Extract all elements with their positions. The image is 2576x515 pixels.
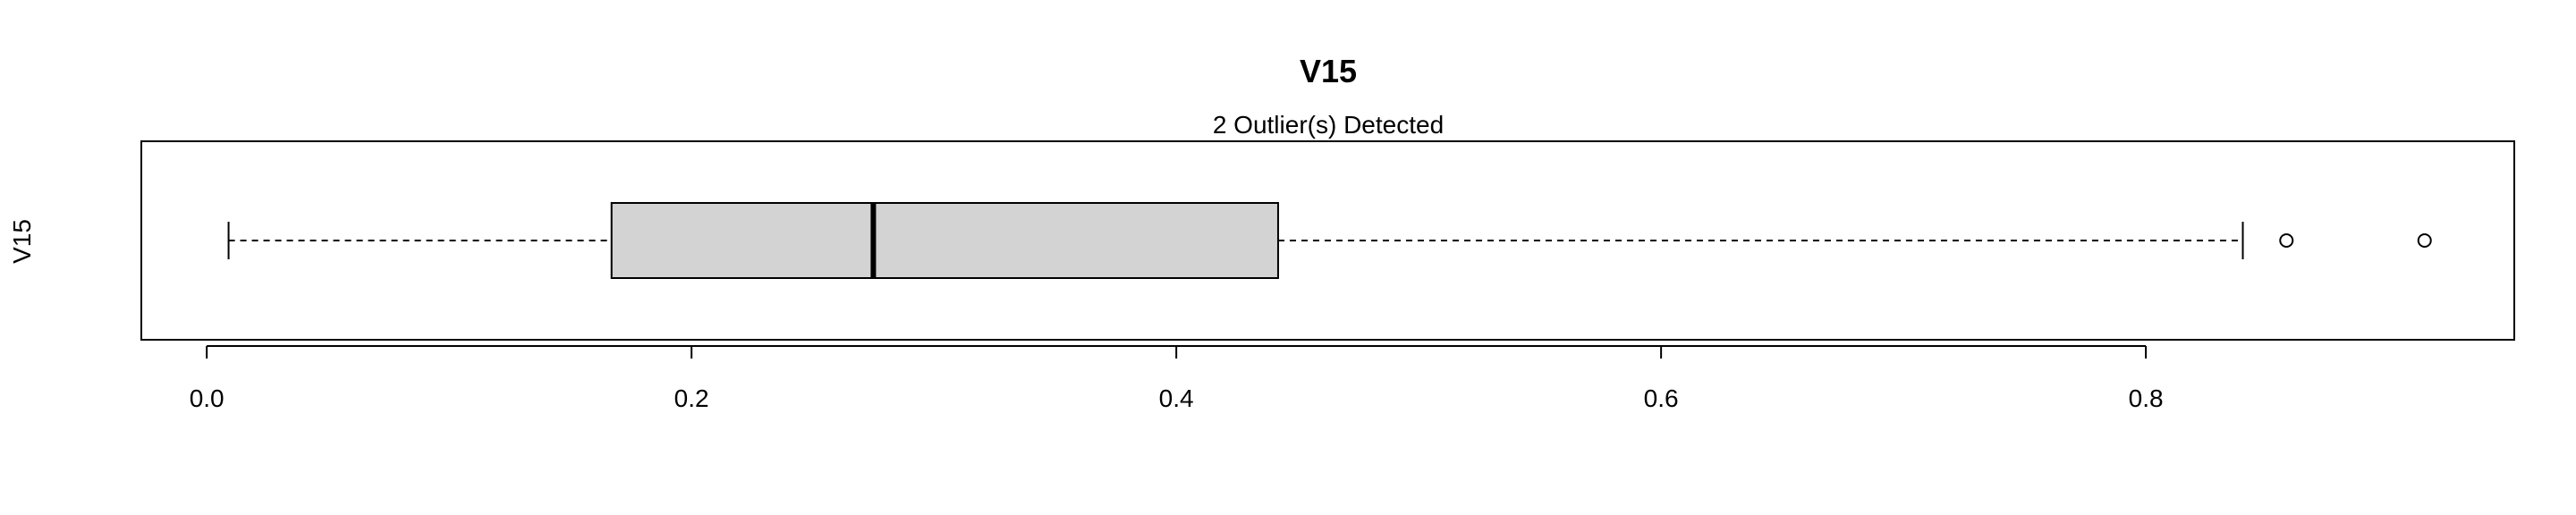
x-tick-label: 0.6 — [1644, 384, 1679, 412]
chart-marks — [227, 202, 2432, 279]
x-axis: 0.0 0.2 0.4 0.6 0.8 — [190, 345, 2164, 412]
plot-frame — [140, 140, 2515, 341]
y-axis-label: V15 — [8, 219, 36, 264]
iqr-box — [610, 202, 1279, 279]
x-tick-label: 0.4 — [1159, 384, 1194, 412]
outlier-point-1 — [2279, 233, 2294, 248]
x-tick-label: 0.0 — [190, 384, 225, 412]
outlier-point-2 — [2417, 233, 2432, 248]
x-tick-label: 0.8 — [2129, 384, 2164, 412]
chart-title: V15 — [1300, 53, 1357, 89]
chart-subtitle: 2 Outlier(s) Detected — [1213, 111, 1444, 139]
x-tick-label: 0.2 — [674, 384, 709, 412]
